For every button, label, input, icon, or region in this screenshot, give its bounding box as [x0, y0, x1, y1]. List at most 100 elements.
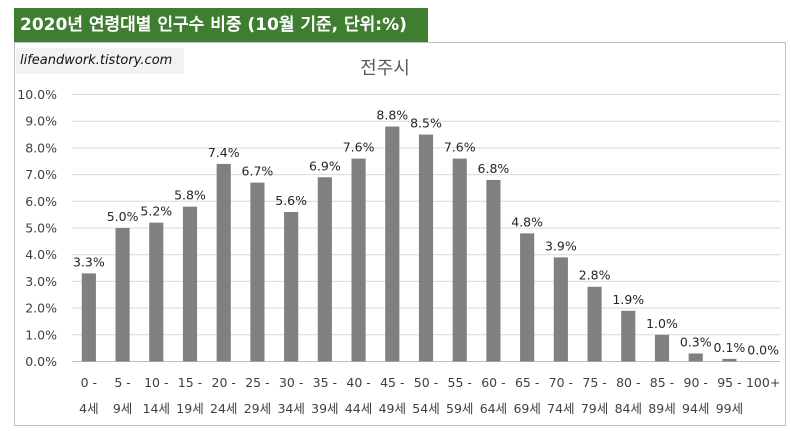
- x-tick-label: 90 - 94세: [682, 375, 709, 416]
- x-tick-label-line: 79세: [581, 401, 608, 416]
- bar: [452, 158, 467, 362]
- x-axis-tick-labels: 0 - 4세 5 - 9세 10 - 14세 15 - 19세 20 - 24세 25 - 29세 30…: [79, 375, 780, 416]
- x-tick-label-line: 30 -: [279, 375, 303, 390]
- y-tick-label: 4.0%: [25, 247, 57, 262]
- x-tick-label-line: 50 -: [414, 375, 438, 390]
- data-label: 5.6%: [275, 193, 307, 208]
- x-tick-label: 100+: [746, 375, 780, 390]
- y-tick-label: 1.0%: [25, 327, 57, 342]
- x-tick-label-line: 9세: [113, 401, 132, 416]
- bar: [553, 257, 568, 362]
- data-label: 5.2%: [140, 204, 172, 219]
- data-label: 6.8%: [478, 161, 510, 176]
- data-label: 1.0%: [646, 316, 678, 331]
- data-label: 7.4%: [208, 145, 240, 160]
- bar: [418, 134, 434, 362]
- x-tick-label: 95 - 99세: [716, 375, 743, 416]
- y-tick-label: 5.0%: [25, 221, 57, 236]
- x-tick-label: 75 - 79세: [581, 375, 608, 416]
- bar: [654, 334, 670, 362]
- x-tick-label: 80 - 84세: [615, 375, 642, 416]
- x-tick-label: 40 - 44세: [345, 375, 372, 416]
- x-tick-label-line: 69세: [513, 401, 540, 416]
- x-tick-label-line: 49세: [379, 401, 406, 416]
- x-tick-label-line: 19세: [176, 401, 203, 416]
- x-tick-label-line: 60 -: [481, 375, 505, 390]
- x-tick-label-line: 25 -: [245, 375, 269, 390]
- x-tick-label: 5 - 9세: [113, 375, 132, 416]
- x-tick-label: 20 - 24세: [210, 375, 237, 416]
- y-axis-tick-labels: 0.0% 1.0% 2.0% 3.0% 4.0% 5.0% 6.0% 7.0% 8.0% 9.0%…: [17, 87, 57, 369]
- data-label: 0.1%: [714, 340, 746, 355]
- x-tick-label-line: 95 -: [717, 375, 741, 390]
- x-tick-label-line: 44세: [345, 401, 372, 416]
- bar: [486, 179, 501, 362]
- x-tick-label-line: 5 -: [114, 375, 130, 390]
- x-tick-label-line: 10 -: [144, 375, 168, 390]
- data-label: 6.9%: [309, 158, 341, 173]
- x-tick-label: 85 - 89세: [648, 375, 675, 416]
- chart-title: 전주시: [360, 58, 410, 79]
- x-tick-label-line: 40 -: [346, 375, 370, 390]
- bar: [621, 310, 636, 362]
- data-label: 5.0%: [107, 209, 139, 224]
- data-label: 7.6%: [343, 140, 375, 155]
- y-tick-label: 3.0%: [25, 274, 57, 289]
- x-tick-label-line: 34세: [277, 401, 304, 416]
- x-tick-label-line: 70 -: [549, 375, 573, 390]
- watermark: lifeandwork.tistory.com: [16, 48, 184, 74]
- x-tick-label-line: 100+: [746, 375, 780, 390]
- x-tick-label: 55 - 59세: [446, 375, 473, 416]
- chart-frame: [14, 42, 786, 426]
- data-label: 4.8%: [511, 214, 543, 229]
- bar: [182, 206, 198, 362]
- bar: [284, 211, 299, 362]
- x-tick-label: 65 - 69세: [513, 375, 540, 416]
- data-label: 8.5%: [410, 116, 442, 131]
- y-tick-label: 9.0%: [25, 114, 57, 129]
- x-tick-label-line: 80 -: [616, 375, 640, 390]
- x-tick-label-line: 45 -: [380, 375, 404, 390]
- bar: [216, 163, 231, 362]
- data-labels: 3.3%5.0% 5.2%5.8%7.4%6.7%5.6%6.9%7.6%8.8%…: [73, 108, 779, 358]
- x-tick-label-line: 84세: [615, 401, 642, 416]
- x-tick-label-line: 14세: [143, 401, 170, 416]
- bar: [351, 158, 366, 362]
- bar: [115, 228, 130, 362]
- x-tick-label-line: 0 -: [81, 375, 97, 390]
- x-tick-label: 0 - 4세: [79, 375, 98, 416]
- data-label: 2.8%: [579, 268, 611, 283]
- bar: [688, 353, 703, 362]
- data-label: 8.8%: [376, 108, 408, 123]
- x-tick-label: 45 - 49세: [379, 375, 406, 416]
- x-tick-label-line: 65 -: [515, 375, 539, 390]
- bar: [250, 182, 265, 362]
- x-tick-label-line: 55 -: [448, 375, 472, 390]
- data-label: 3.9%: [545, 238, 577, 253]
- data-label: 3.3%: [73, 254, 105, 269]
- bar: [722, 358, 737, 362]
- bars: [81, 126, 737, 362]
- x-tick-label-line: 94세: [682, 401, 709, 416]
- x-tick-label: 35 - 39세: [311, 375, 338, 416]
- y-tick-label: 8.0%: [25, 140, 57, 155]
- x-tick-label-line: 99세: [716, 401, 743, 416]
- y-tick-label: 0.0%: [25, 354, 57, 369]
- x-tick-label-line: 15 -: [178, 375, 202, 390]
- bar: [149, 222, 164, 362]
- bar: [317, 177, 332, 362]
- x-tick-label-line: 89세: [648, 401, 675, 416]
- bar: [587, 286, 602, 362]
- x-tick-label-line: 29세: [244, 401, 271, 416]
- header-title: 2020년 연령대별 인구수 비중 (10월 기준, 단위:%): [14, 8, 428, 42]
- x-tick-label: 60 - 64세: [480, 375, 507, 416]
- bar: [520, 233, 535, 362]
- bar: [81, 273, 96, 362]
- bar: [385, 126, 400, 362]
- x-tick-label: 15 - 19세: [176, 375, 203, 416]
- x-tick-label-line: 85 -: [650, 375, 674, 390]
- x-tick-label-line: 64세: [480, 401, 507, 416]
- y-tick-label: 6.0%: [25, 194, 57, 209]
- y-tick-label: 2.0%: [25, 301, 57, 316]
